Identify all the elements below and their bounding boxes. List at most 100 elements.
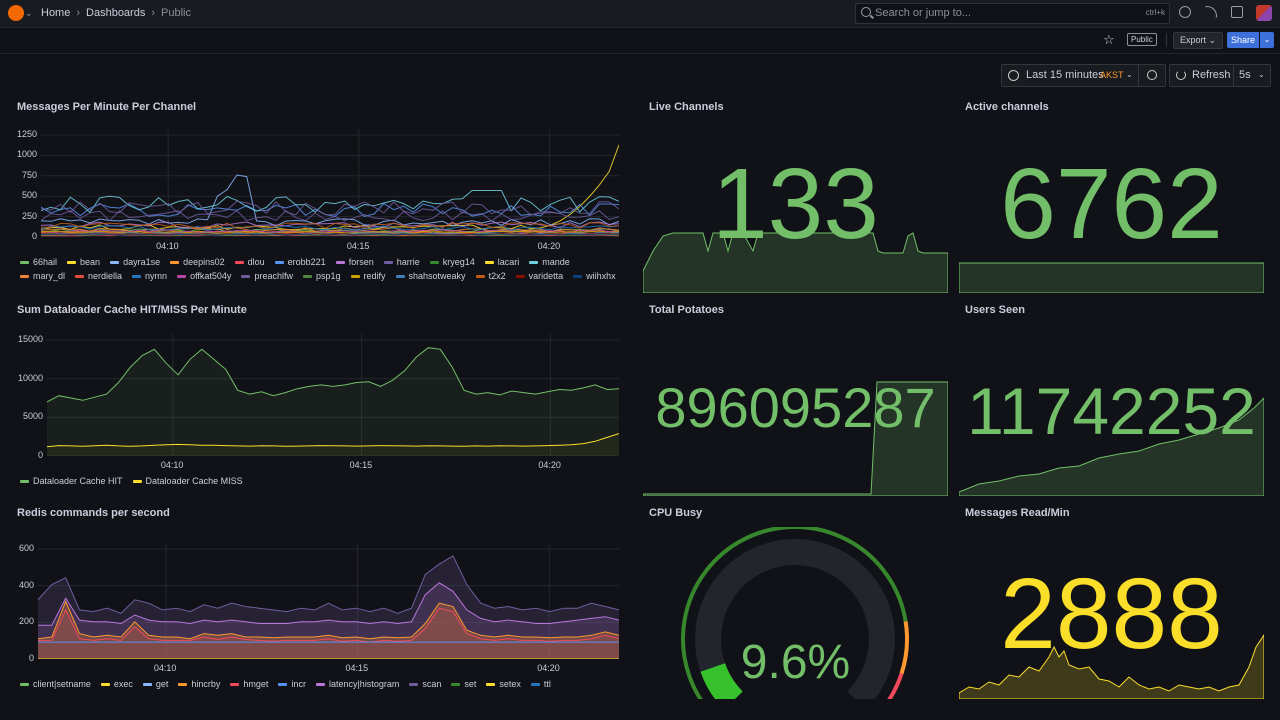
legend-item[interactable]: mande xyxy=(529,257,570,267)
legend-item[interactable]: latency|histogram xyxy=(315,679,399,689)
public-badge: Public xyxy=(1127,33,1157,46)
legend-label: forsen xyxy=(348,257,374,267)
legend-swatch xyxy=(429,260,439,264)
search-input[interactable]: Search or jump to... ctrl+k xyxy=(855,3,1170,24)
refresh-icon xyxy=(1176,70,1186,80)
panel-dataloader-cache: Sum Dataloader Cache HIT/MISS Per Minute… xyxy=(17,304,627,494)
live-channels-value: 133 xyxy=(712,148,879,260)
y-tick-label: 1000 xyxy=(16,149,37,160)
legend-item[interactable]: nerdiella xyxy=(75,271,122,281)
breadcrumb-home[interactable]: Home xyxy=(41,7,71,19)
device-icon[interactable] xyxy=(1231,6,1243,18)
legend-swatch xyxy=(132,479,142,483)
time-range-picker[interactable]: Last 15 minutes AKST ⌄ xyxy=(1001,64,1166,87)
legend-label: kryeg14 xyxy=(442,257,475,267)
series-line xyxy=(41,225,619,231)
legend-item[interactable]: client|setname xyxy=(20,679,91,689)
legend-item[interactable]: deepins02 xyxy=(170,257,225,267)
legend-item[interactable]: 66hail xyxy=(20,257,57,267)
legend-item[interactable]: erobb221 xyxy=(274,257,326,267)
series-line xyxy=(38,607,619,643)
refresh-button[interactable]: Refresh xyxy=(1192,69,1231,81)
legend-item[interactable]: preachlfw xyxy=(241,271,293,281)
chevron-down-icon: ⌄ xyxy=(1126,70,1133,79)
panel-title: Messages Per Minute Per Channel xyxy=(17,101,197,113)
legend-swatch xyxy=(335,260,345,264)
chart-legend: Dataloader Cache HIT Dataloader Cache MIS… xyxy=(20,476,620,486)
legend-item[interactable]: dlou xyxy=(234,257,265,267)
search-placeholder: Search or jump to... xyxy=(875,7,971,19)
legend-swatch xyxy=(241,274,251,278)
legend-item[interactable]: wiihxhx xyxy=(573,271,616,281)
star-icon[interactable]: ☆ xyxy=(1103,32,1115,47)
divider xyxy=(1138,65,1139,86)
legend-swatch xyxy=(395,274,405,278)
legend-label: psp1g xyxy=(315,271,341,281)
breadcrumb: Home › Dashboards › Public xyxy=(41,7,191,19)
legend-item[interactable]: mary_dl xyxy=(20,271,65,281)
chart-legend: client|setname exec get hincrby hmget incr lat… xyxy=(20,679,620,689)
avatar[interactable] xyxy=(1256,5,1272,21)
y-tick-label: 15000 xyxy=(17,334,43,344)
y-tick-label: 0 xyxy=(37,450,43,460)
refresh-picker[interactable]: Refresh 5s ⌄ xyxy=(1169,64,1271,87)
legend-swatch xyxy=(230,682,240,686)
legend-item[interactable]: varidetta xyxy=(515,271,563,281)
legend-item[interactable]: bean xyxy=(67,257,100,267)
share-dropdown-button[interactable]: ⌄ xyxy=(1260,32,1274,48)
x-tick-label: 04:15 xyxy=(346,241,370,251)
legend-swatch xyxy=(475,274,485,278)
legend-item[interactable]: get xyxy=(142,679,168,689)
zoom-out-icon[interactable] xyxy=(1147,70,1157,80)
legend-item[interactable]: Dataloader Cache MISS xyxy=(132,476,243,486)
legend-item[interactable]: dayra1se xyxy=(110,257,160,267)
gauge-track xyxy=(695,539,895,699)
y-tick-label: 400 xyxy=(18,579,34,590)
series-line xyxy=(41,209,619,222)
legend-item[interactable]: redify xyxy=(350,271,386,281)
legend-item[interactable]: nymn xyxy=(132,271,167,281)
legend-swatch xyxy=(177,274,187,278)
legend-item[interactable]: psp1g xyxy=(302,271,341,281)
cpu-busy-value: 9.6% xyxy=(740,636,851,689)
legend-label: 66hail xyxy=(33,257,58,267)
chevron-down-icon[interactable]: ⌄ xyxy=(25,8,33,18)
legend-item[interactable]: forsen xyxy=(335,257,374,267)
legend-label: ttl xyxy=(543,679,551,689)
legend-swatch xyxy=(409,682,419,686)
legend-swatch xyxy=(350,274,360,278)
y-tick-label: 5000 xyxy=(22,411,43,422)
legend-swatch xyxy=(234,260,244,264)
y-tick-label: 500 xyxy=(21,190,37,201)
legend-label: dayra1se xyxy=(123,257,161,267)
series-line xyxy=(41,227,619,233)
rss-news-icon[interactable] xyxy=(1205,6,1217,18)
legend-item[interactable]: set xyxy=(451,679,476,689)
messages-per-minute-chart xyxy=(41,129,619,237)
breadcrumb-dashboards[interactable]: Dashboards xyxy=(86,7,146,19)
legend-item[interactable]: exec xyxy=(100,679,133,689)
legend-item[interactable]: kryeg14 xyxy=(429,257,475,267)
share-button[interactable]: Share xyxy=(1227,32,1259,48)
legend-item[interactable]: hmget xyxy=(230,679,268,689)
grafana-logo-icon[interactable] xyxy=(8,5,24,21)
legend-item[interactable]: t2x2 xyxy=(475,271,506,281)
panel-cpu-busy: CPU Busy 9.6% xyxy=(643,507,948,699)
legend-item[interactable]: lacari xyxy=(484,257,519,267)
legend-item[interactable]: offkat504y xyxy=(177,271,231,281)
legend-item[interactable]: ttl xyxy=(530,679,551,689)
legend-label: hincrby xyxy=(191,679,221,689)
legend-item[interactable]: setex xyxy=(486,679,521,689)
legend-item[interactable]: hincrby xyxy=(178,679,220,689)
refresh-interval[interactable]: 5s xyxy=(1239,69,1251,81)
panel-title: Active channels xyxy=(965,101,1049,113)
legend-item[interactable]: Dataloader Cache HIT xyxy=(20,476,123,486)
help-icon[interactable] xyxy=(1179,6,1191,18)
series-line xyxy=(38,555,619,614)
legend-item[interactable]: incr xyxy=(278,679,306,689)
legend-item[interactable]: harrie xyxy=(383,257,420,267)
legend-label: client|setname xyxy=(33,679,91,689)
legend-item[interactable]: shahsotweaky xyxy=(395,271,466,281)
export-button[interactable]: Export ⌄ xyxy=(1173,32,1224,49)
legend-item[interactable]: scan xyxy=(409,679,441,689)
